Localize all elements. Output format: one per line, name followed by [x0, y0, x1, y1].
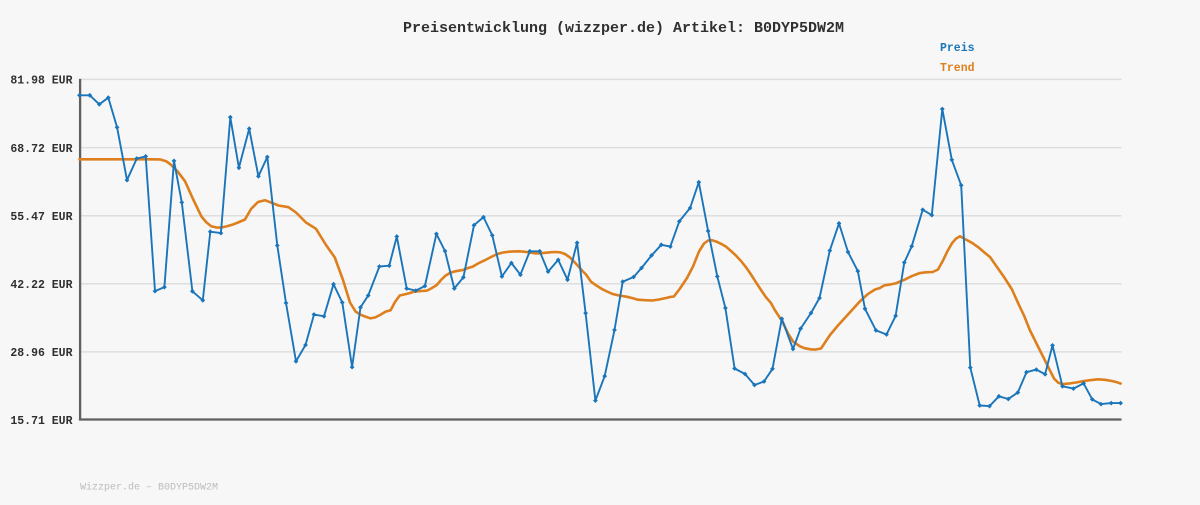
svg-text:Wizzper.de – B0DYP5DW2M: Wizzper.de – B0DYP5DW2M — [80, 482, 218, 494]
svg-text:81.98 EUR: 81.98 EUR — [10, 75, 72, 88]
svg-text:Preisentwicklung (wizzper.de): Preisentwicklung (wizzper.de) Artikel: B… — [403, 20, 844, 37]
svg-text:55.47 EUR: 55.47 EUR — [10, 211, 72, 224]
svg-text:28.96 EUR: 28.96 EUR — [10, 347, 72, 360]
svg-text:68.72 EUR: 68.72 EUR — [10, 143, 72, 156]
svg-text:Preis: Preis — [940, 42, 975, 55]
svg-text:15.71 EUR: 15.71 EUR — [10, 415, 72, 428]
svg-text:Trend: Trend — [940, 62, 975, 75]
svg-text:42.22 EUR: 42.22 EUR — [10, 279, 72, 292]
